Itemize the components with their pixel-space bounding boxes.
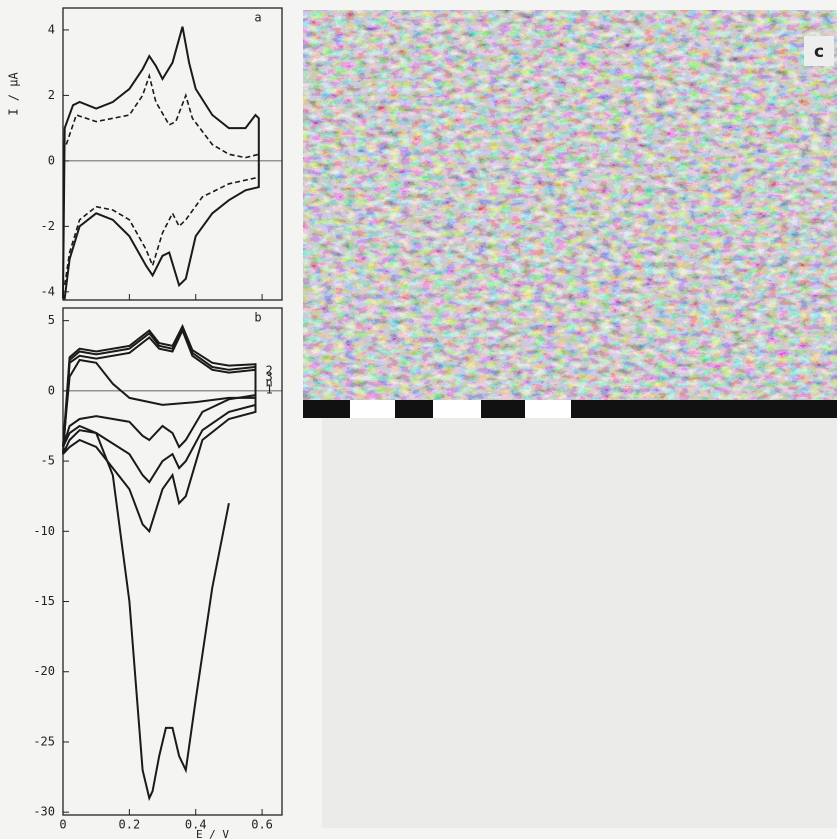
y-tick-label: -10 [33, 524, 55, 538]
curve [62, 325, 257, 484]
sem-image [303, 10, 837, 400]
x-tick-label: 0.2 [119, 818, 141, 832]
curve [62, 323, 257, 449]
curve-label: 3 [265, 369, 272, 383]
y-tick-label: -30 [33, 805, 55, 819]
x-tick-label: 0 [59, 818, 66, 832]
y-tick-label: -5 [41, 454, 55, 468]
y-tick-label: -4 [41, 284, 55, 298]
x-tick-label: 0.6 [251, 818, 273, 832]
plot-frame [62, 7, 283, 301]
y-tick-label: 0 [48, 383, 55, 397]
y-tick-label: 2 [48, 88, 55, 102]
curve [63, 72, 260, 286]
y-tick-label: -25 [33, 734, 55, 748]
curve [62, 26, 260, 300]
panel-label: a [254, 11, 261, 25]
scale-bar-segment [571, 400, 837, 418]
curve-label: 2 [265, 363, 272, 377]
y-tick-label: 5 [48, 313, 55, 327]
curve-label: 1 [265, 382, 272, 396]
y-axis-title: I / μA [7, 72, 21, 116]
y-tick-label: -20 [33, 664, 55, 678]
y-tick-label: -15 [33, 594, 55, 608]
panel-label: c [814, 42, 824, 62]
y-tick-label: 0 [48, 153, 55, 167]
x-tick-label: 0.4 [185, 818, 207, 832]
panel-label: b [254, 311, 261, 325]
panel-label-box [804, 36, 834, 66]
x-axis-title: E / V [196, 828, 229, 839]
scale-bar-segment [395, 400, 433, 418]
scale-bar-segment [481, 400, 525, 418]
scale-bar [303, 400, 837, 418]
y-tick-label: 4 [48, 22, 55, 36]
plot-frame [62, 307, 283, 816]
y-tick-label: -2 [41, 219, 55, 233]
curve [62, 358, 256, 802]
curve-label: n [265, 376, 272, 390]
blank-area [322, 418, 837, 828]
scale-bar-segment [303, 400, 350, 418]
curve [62, 327, 257, 534]
